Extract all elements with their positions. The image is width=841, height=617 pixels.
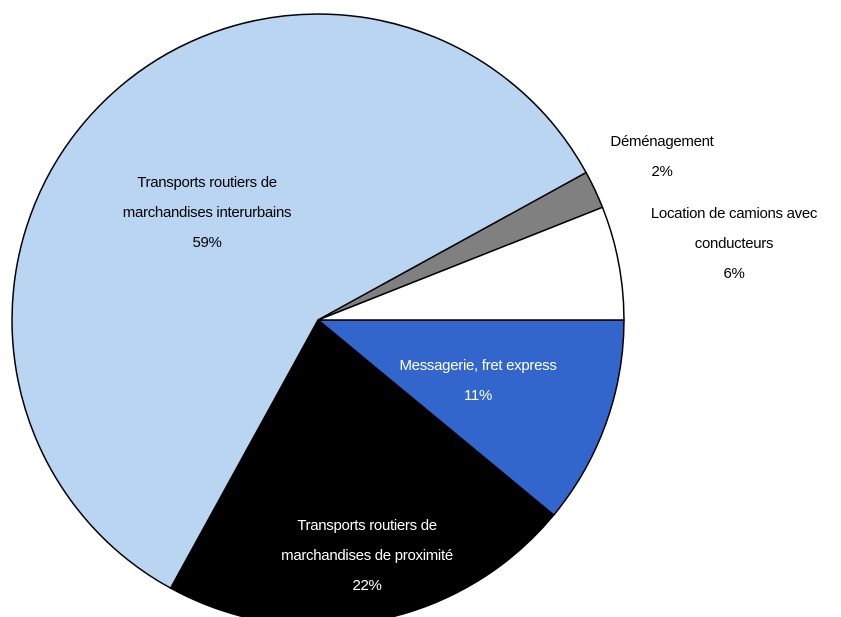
pie-slice	[315, 319, 625, 517]
slice-label: Déménagement 2%	[582, 127, 742, 187]
category-name: Transports routiers de marchandises de p…	[281, 517, 453, 564]
value-label: 2%	[651, 163, 673, 180]
category-name: Messagerie, fret express	[399, 357, 557, 374]
pie-slice	[317, 206, 625, 321]
value-label: 59%	[192, 234, 222, 251]
pie-slice	[11, 13, 588, 590]
value-label: 11%	[463, 387, 492, 404]
pie-slice	[169, 318, 555, 617]
slice-label: Messagerie, fret express 11%	[363, 351, 593, 411]
value-label: 22%	[352, 577, 382, 594]
category-name: Location de camions avec conducteurs	[650, 205, 818, 252]
slice-label: Location de camions avec conducteurs 6%	[634, 199, 834, 289]
category-name: Transports routiers de marchandises inte…	[122, 174, 292, 221]
slice-label: Transports routiers de marchandises de p…	[262, 511, 472, 601]
value-label: 6%	[723, 265, 745, 282]
slice-label: Transports routiers de marchandises inte…	[112, 168, 302, 258]
category-name: Déménagement	[610, 133, 714, 150]
